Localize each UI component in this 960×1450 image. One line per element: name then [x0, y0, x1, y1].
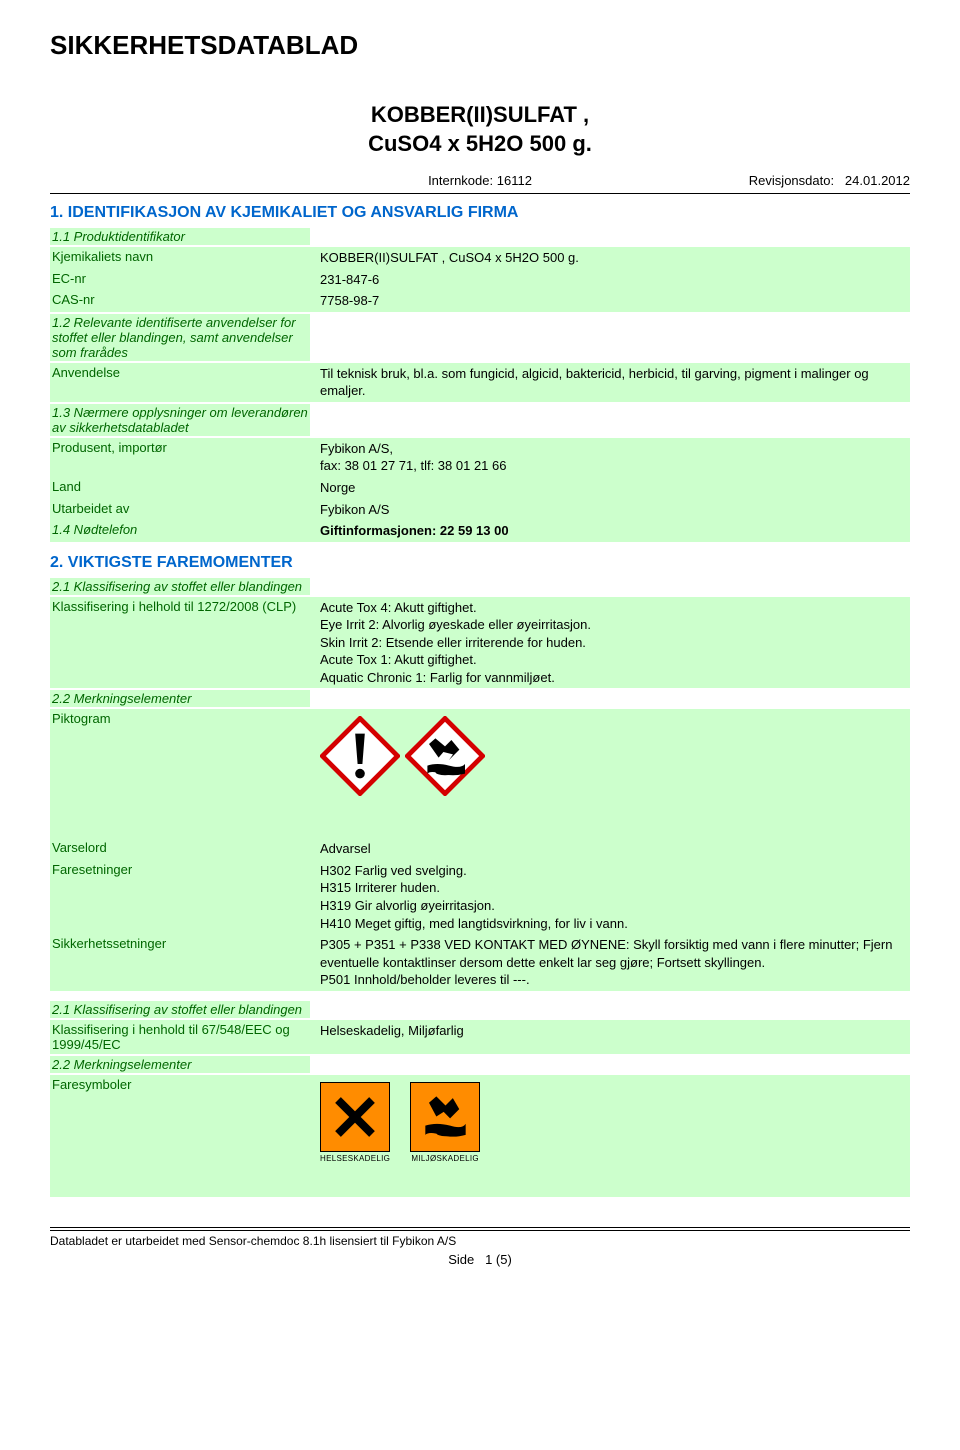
value-kjemname: KOBBER(II)SULFAT , CuSO4 x 5H2O 500 g. — [310, 248, 910, 268]
hazard-caption-2: MILJØSKADELIG — [410, 1154, 480, 1165]
hazard-helseskadelig: HELSESKADELIG — [320, 1082, 390, 1165]
row-cas: CAS-nr 7758-98-7 — [50, 290, 910, 312]
label-ec: EC-nr — [50, 270, 310, 287]
label-nodtelefon: 1.4 Nødtelefon — [50, 521, 310, 538]
subhead-2-2a: 2.2 Merkningselementer — [50, 690, 310, 707]
hazard-x-icon — [320, 1082, 390, 1152]
hazard-env-icon — [410, 1082, 480, 1152]
value-anvendelse: Til teknisk bruk, bl.a. som fungicid, al… — [310, 364, 910, 401]
label-faresetninger: Faresetninger — [50, 861, 310, 878]
row-land: Land Norge — [50, 477, 910, 499]
internkode: Internkode: 16112 — [428, 173, 532, 188]
footer-text: Databladet er utarbeidet med Sensor-chem… — [50, 1234, 910, 1248]
product-title-line1: KOBBER(II)SULFAT , — [371, 102, 589, 127]
hazard-miljoskadelig: MILJØSKADELIG — [410, 1082, 480, 1165]
subhead-1-3: 1.3 Nærmere opplysninger om leverandøren… — [50, 404, 310, 436]
label-klass-clp: Klassifisering i helhold til 1272/2008 (… — [50, 598, 310, 615]
subhead-2-1a: 2.1 Klassifisering av stoffet eller blan… — [50, 578, 310, 595]
hazard-caption-1: HELSESKADELIG — [320, 1154, 390, 1165]
revision-date: Revisjonsdato: 24.01.2012 — [749, 173, 910, 188]
label-produsent: Produsent, importør — [50, 439, 310, 456]
product-title: KOBBER(II)SULFAT , CuSO4 x 5H2O 500 g. — [50, 101, 910, 158]
meta-row: Internkode: 16112 Revisjonsdato: 24.01.2… — [50, 173, 910, 188]
value-utarbeidet: Fybikon A/S — [310, 500, 910, 520]
row-sikkerhetssetninger: Sikkerhetssetninger P305 + P351 + P338 V… — [50, 934, 910, 991]
value-ec: 231-847-6 — [310, 270, 910, 290]
row-produsent: Produsent, importør Fybikon A/S, fax: 38… — [50, 438, 910, 477]
label-piktogram: Piktogram — [50, 710, 310, 727]
ghs-exclamation-icon — [320, 716, 400, 796]
subhead-2-2b: 2.2 Merkningselementer — [50, 1056, 310, 1073]
ghs-environment-icon — [405, 716, 485, 796]
row-varselord: Varselord Advarsel — [50, 838, 910, 860]
label-sikkerhetssetninger: Sikkerhetssetninger — [50, 935, 310, 952]
value-klass-clp: Acute Tox 4: Akutt giftighet. Eye Irrit … — [310, 598, 910, 688]
row-nodtelefon: 1.4 Nødtelefon Giftinformasjonen: 22 59 … — [50, 520, 910, 542]
value-varselord: Advarsel — [310, 839, 910, 859]
document-title: SIKKERHETSDATABLAD — [50, 30, 910, 61]
hazard-symbols-container: HELSESKADELIG MILJØSKADELIG — [320, 1082, 906, 1165]
row-faresetninger: Faresetninger H302 Farlig ved svelging. … — [50, 860, 910, 934]
product-title-line2: CuSO4 x 5H2O 500 g. — [368, 131, 592, 156]
row-klass-ec: Klassifisering i henhold til 67/548/EEC … — [50, 1020, 910, 1054]
value-sikkerhetssetninger: P305 + P351 + P338 VED KONTAKT MED ØYNEN… — [310, 935, 910, 990]
value-piktogram — [310, 710, 910, 837]
row-utarbeidet: Utarbeidet av Fybikon A/S — [50, 499, 910, 521]
value-cas: 7758-98-7 — [310, 291, 910, 311]
section-2-heading: 2. VIKTIGSTE FAREMOMENTER — [50, 554, 910, 572]
label-cas: CAS-nr — [50, 291, 310, 308]
value-faresetninger: H302 Farlig ved svelging. H315 Irriterer… — [310, 861, 910, 933]
ghs-pictograms — [320, 716, 906, 796]
row-kjemname: Kjemikaliets navn KOBBER(II)SULFAT , CuS… — [50, 247, 910, 269]
subhead-2-1b: 2.1 Klassifisering av stoffet eller blan… — [50, 1001, 310, 1018]
divider — [50, 193, 910, 194]
label-faresymboler: Faresymboler — [50, 1076, 310, 1093]
value-nodtelefon: Giftinformasjonen: 22 59 13 00 — [310, 521, 910, 541]
footer-divider-2 — [50, 1230, 910, 1231]
label-land: Land — [50, 478, 310, 495]
value-produsent: Fybikon A/S, fax: 38 01 27 71, tlf: 38 0… — [310, 439, 910, 476]
row-anvendelse: Anvendelse Til teknisk bruk, bl.a. som f… — [50, 363, 910, 402]
section-1-heading: 1. IDENTIFIKASJON AV KJEMIKALIET OG ANSV… — [50, 204, 910, 222]
value-land: Norge — [310, 478, 910, 498]
value-faresymboler: HELSESKADELIG MILJØSKADELIG — [310, 1076, 910, 1196]
value-klass-ec: Helseskadelig, Miljøfarlig — [310, 1021, 910, 1041]
row-piktogram: Piktogram — [50, 709, 910, 838]
label-klass-ec: Klassifisering i henhold til 67/548/EEC … — [50, 1021, 310, 1053]
row-faresymboler: Faresymboler HELSESKADELIG — [50, 1075, 910, 1197]
label-kjemname: Kjemikaliets navn — [50, 248, 310, 265]
subhead-1-2: 1.2 Relevante identifiserte anvendelser … — [50, 314, 310, 361]
subhead-1-1: 1.1 Produktidentifikator — [50, 228, 310, 245]
page-number: Side 1 (5) — [50, 1252, 910, 1267]
row-klass-clp: Klassifisering i helhold til 1272/2008 (… — [50, 597, 910, 689]
footer-divider-1 — [50, 1227, 910, 1228]
row-ec: EC-nr 231-847-6 — [50, 269, 910, 291]
label-varselord: Varselord — [50, 839, 310, 856]
label-utarbeidet: Utarbeidet av — [50, 500, 310, 517]
label-anvendelse: Anvendelse — [50, 364, 310, 381]
